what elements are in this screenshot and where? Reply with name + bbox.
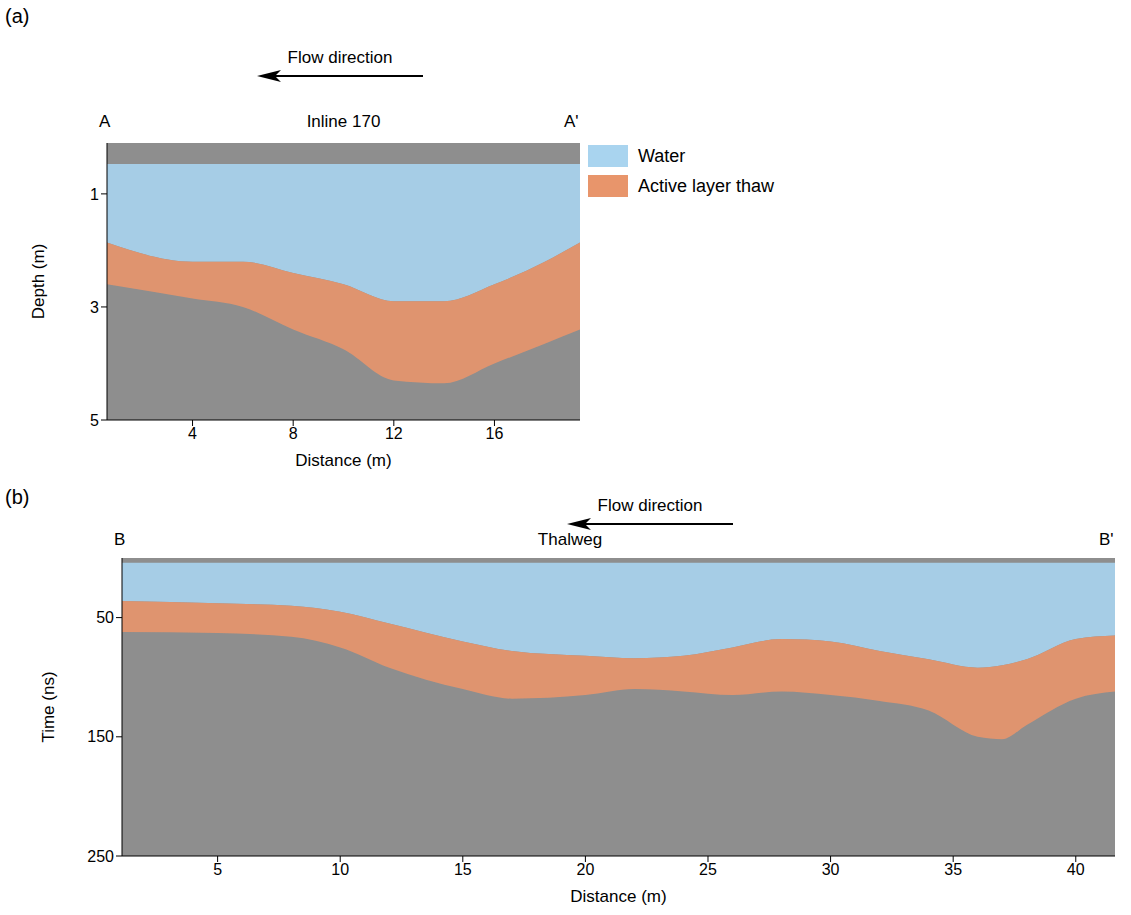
svg-text:4: 4 <box>188 425 197 442</box>
html-text:Inline 170: Inline 170 <box>306 112 381 131</box>
svg-text:20: 20 <box>577 861 595 878</box>
svg-text:5: 5 <box>213 861 222 878</box>
html-text:B': B' <box>1099 530 1114 549</box>
html-text:A: A <box>99 112 111 131</box>
svg-text:16: 16 <box>486 425 504 442</box>
html-text:Flow direction: Flow direction <box>287 48 393 67</box>
html-text:Thalweg: Thalweg <box>537 530 603 549</box>
svg-text:40: 40 <box>1067 861 1085 878</box>
svg-text:35: 35 <box>944 861 962 878</box>
html-text:Flow direction: Flow direction <box>597 496 703 515</box>
svg-text:50: 50 <box>96 609 114 626</box>
html-text:A': A' <box>564 112 579 131</box>
svg-text:Distance (m): Distance (m) <box>570 887 666 906</box>
html-text:Active layer thaw: Active layer thaw <box>638 175 775 196</box>
svg-text:Time (ns): Time (ns) <box>40 671 58 742</box>
svg-text:10: 10 <box>331 861 349 878</box>
svg-text:3: 3 <box>90 299 99 316</box>
html-text:(a): (a) <box>5 5 30 27</box>
svg-text:Depth (m): Depth (m) <box>30 244 48 320</box>
svg-text:Distance (m): Distance (m) <box>295 451 391 470</box>
html-text:(b): (b) <box>5 486 30 508</box>
svg-text:150: 150 <box>87 728 114 745</box>
html-text:B: B <box>114 530 126 549</box>
svg-text:30: 30 <box>822 861 840 878</box>
svg-text:12: 12 <box>385 425 403 442</box>
svg-text:5: 5 <box>90 412 99 429</box>
svg-text:25: 25 <box>699 861 717 878</box>
svg-text:1: 1 <box>90 186 99 203</box>
svg-text:8: 8 <box>289 425 298 442</box>
svg-text:15: 15 <box>454 861 472 878</box>
html-text:Water: Water <box>638 145 686 166</box>
svg-text:250: 250 <box>87 848 114 865</box>
